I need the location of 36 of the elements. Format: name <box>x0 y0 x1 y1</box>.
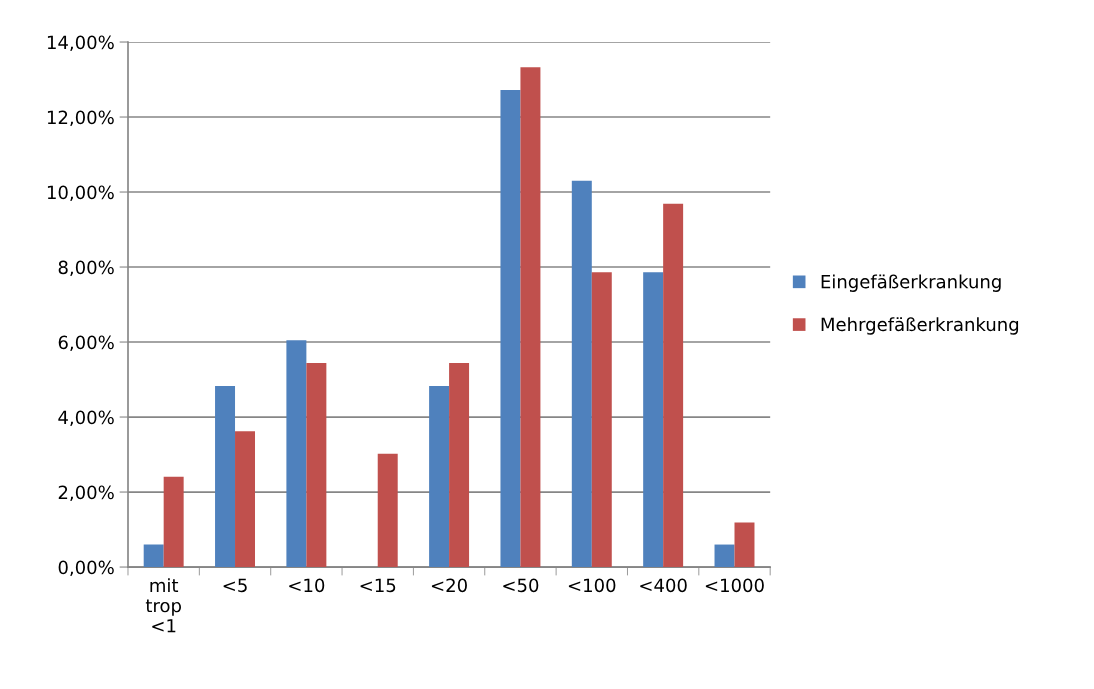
bar <box>734 522 755 568</box>
y-tick-label: 8,00% <box>58 260 114 276</box>
bar <box>714 544 735 568</box>
bar <box>377 453 398 568</box>
y-tick-label: 6,00% <box>58 335 114 351</box>
y-tick-label: 14,00% <box>47 35 114 51</box>
x-tick-label: <10 <box>289 578 325 593</box>
bar <box>286 340 307 568</box>
bar <box>500 90 521 568</box>
y-tick-label: 10,00% <box>47 185 114 201</box>
x-tick-label: <20 <box>431 578 467 593</box>
bar <box>143 544 164 568</box>
x-tick-label: <1000 <box>705 578 764 593</box>
y-tick-label: 2,00% <box>58 485 114 501</box>
x-tick-label: <50 <box>503 578 539 593</box>
y-tick-label: 0,00% <box>58 560 114 577</box>
x-tick-label: <100 <box>568 578 616 593</box>
bar <box>215 385 236 568</box>
bar <box>449 363 470 568</box>
y-tick-label: 4,00% <box>58 410 114 426</box>
bar <box>163 476 184 568</box>
bar <box>306 363 327 568</box>
bar <box>571 180 592 568</box>
bar <box>663 203 684 568</box>
x-tick-label: <400 <box>640 578 687 593</box>
bar <box>429 385 450 568</box>
bar <box>643 272 664 568</box>
legend-label: Mehrgefäßerkrankung <box>821 317 1019 335</box>
bar <box>520 67 541 568</box>
bar <box>235 431 256 568</box>
legend-label: Eingefäßerkrankung <box>821 274 1001 292</box>
x-tick-label: <15 <box>360 578 396 593</box>
bar <box>591 272 612 568</box>
y-tick-label: 12,00% <box>47 110 114 126</box>
x-tick-label: <5 <box>223 578 247 593</box>
x-tick-label: mit trop <1 <box>145 578 181 633</box>
